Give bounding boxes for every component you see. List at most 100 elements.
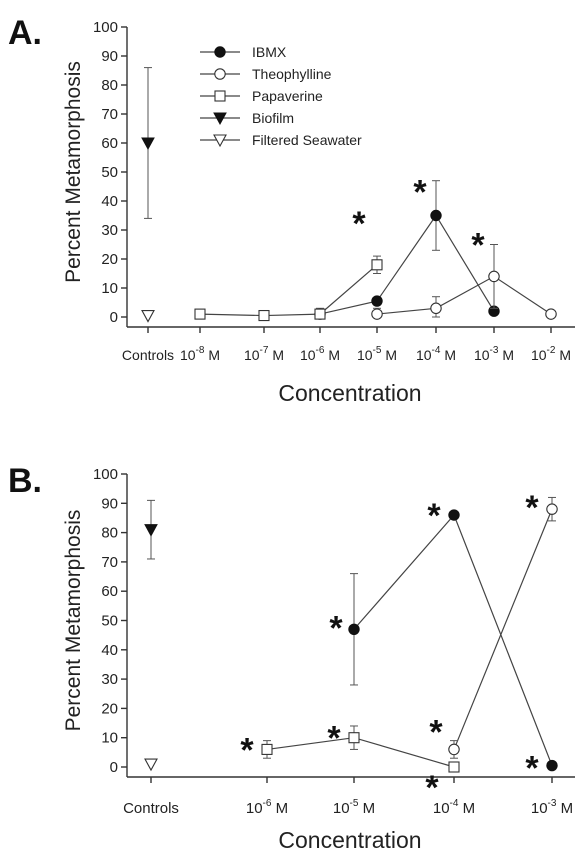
y-tick-label: 100 xyxy=(93,19,118,36)
y-tick-label: 60 xyxy=(101,583,118,600)
y-tick-label: 50 xyxy=(101,613,118,630)
y-tick-label: 80 xyxy=(101,77,118,94)
significance-star: * xyxy=(352,205,366,243)
chart-panel-b: B. 0 10 20 30 40 50 60 70 80 90 100 Controls 10-6 M 10… xyxy=(8,462,575,853)
series-theophylline xyxy=(448,496,558,759)
data-point xyxy=(448,509,460,521)
series-line xyxy=(453,508,553,750)
significance-star: * xyxy=(425,769,439,807)
y-tick-label: 0 xyxy=(110,759,118,776)
data-point xyxy=(258,309,270,322)
x-tick-label: 10-3 M xyxy=(531,798,573,817)
y-tick-label: 50 xyxy=(101,164,118,181)
y-tick-label: 10 xyxy=(101,730,118,747)
data-point xyxy=(545,308,557,320)
panel-letter: A. xyxy=(8,14,42,52)
legend-label: IBMX xyxy=(252,44,287,60)
y-axis-label: Percent Metamorphosis xyxy=(62,510,85,732)
series-filtered-seawater xyxy=(144,758,158,772)
y-tick-label: 10 xyxy=(101,280,118,297)
series-line xyxy=(376,275,552,315)
significance-star: * xyxy=(471,226,485,264)
x-axis-label: Concentration xyxy=(278,380,421,406)
data-point xyxy=(448,743,460,756)
y-tick-label: 70 xyxy=(101,554,118,571)
data-point xyxy=(141,137,155,151)
y-tick-label: 60 xyxy=(101,135,118,152)
x-axis-label: Concentration xyxy=(278,827,421,853)
y-tick-label: 90 xyxy=(101,495,118,512)
significance-star: * xyxy=(240,731,254,769)
legend-marker xyxy=(213,134,227,148)
data-point xyxy=(144,758,158,772)
x-tick-label: Controls xyxy=(123,800,179,817)
data-point xyxy=(348,732,360,744)
x-tick-label: 10-5 M xyxy=(333,798,375,817)
data-point xyxy=(348,623,360,635)
data-point xyxy=(261,743,273,755)
y-tick-label: 20 xyxy=(101,251,118,268)
legend: IBMX Theophylline Papaverine Biofilm Filtere… xyxy=(200,44,362,148)
panel-letter: B. xyxy=(8,462,42,500)
data-point xyxy=(371,308,383,320)
series-papaverine xyxy=(194,255,383,322)
legend-marker xyxy=(214,46,226,58)
y-tick-label: 100 xyxy=(93,466,118,483)
legend-label: Filtered Seawater xyxy=(252,132,362,148)
x-tick-label: 10-5 M xyxy=(357,345,397,363)
data-point xyxy=(448,761,460,773)
data-point xyxy=(430,209,442,222)
y-tick-label: 40 xyxy=(101,642,118,659)
data-point xyxy=(488,270,500,283)
significance-star: * xyxy=(427,497,441,535)
data-point xyxy=(141,309,155,323)
series-line xyxy=(319,214,495,315)
x-tick-label: 10-3 M xyxy=(474,345,514,363)
data-point xyxy=(144,524,158,537)
significance-star: * xyxy=(525,750,539,788)
significance-star: * xyxy=(329,609,343,647)
series-line xyxy=(266,737,455,768)
series-line xyxy=(353,513,553,766)
legend-marker xyxy=(214,90,226,102)
y-tick-label: 30 xyxy=(101,671,118,688)
series-line xyxy=(199,264,378,317)
significance-star: * xyxy=(413,174,427,212)
y-tick-label: 70 xyxy=(101,106,118,123)
significance-star: * xyxy=(525,489,539,527)
y-tick-label: 20 xyxy=(101,700,118,717)
data-point xyxy=(430,302,442,315)
chart-panel-a: A. 0 10 20 30 40 50 60 70 80 90 100 Controls 10-8 M 10… xyxy=(8,14,575,406)
legend-label: Papaverine xyxy=(252,88,323,104)
x-tick-label: 10-6 M xyxy=(246,798,288,817)
y-tick-label: 40 xyxy=(101,193,118,210)
x-tick-label: 10-8 M xyxy=(180,345,220,363)
x-tick-label: 10-4 M xyxy=(433,798,475,817)
data-point xyxy=(546,759,558,772)
data-point xyxy=(371,259,383,271)
y-tick-label: 90 xyxy=(101,48,118,65)
x-tick-label: 10-7 M xyxy=(244,345,284,363)
y-tick-label: 80 xyxy=(101,525,118,542)
series-papaverine xyxy=(261,725,460,773)
data-point xyxy=(314,308,326,320)
series-theophylline xyxy=(371,244,557,320)
legend-marker xyxy=(213,112,227,126)
x-tick-label: 10-6 M xyxy=(300,345,340,363)
series-ibmx xyxy=(348,509,558,772)
x-tick-label: 10-2 M xyxy=(531,345,571,363)
series-biofilm xyxy=(141,67,155,219)
x-tick-label: 10-4 M xyxy=(416,345,456,363)
series-filtered-seawater xyxy=(141,309,155,323)
series-biofilm xyxy=(144,499,158,560)
y-tick-label: 0 xyxy=(110,309,118,326)
data-point xyxy=(371,295,383,307)
data-point xyxy=(546,503,558,515)
legend-label: Theophylline xyxy=(252,66,332,82)
data-point xyxy=(194,308,206,320)
x-tick-label: Controls xyxy=(122,347,174,363)
legend-label: Biofilm xyxy=(252,110,294,126)
significance-star: * xyxy=(429,713,443,751)
y-tick-label: 30 xyxy=(101,222,118,239)
